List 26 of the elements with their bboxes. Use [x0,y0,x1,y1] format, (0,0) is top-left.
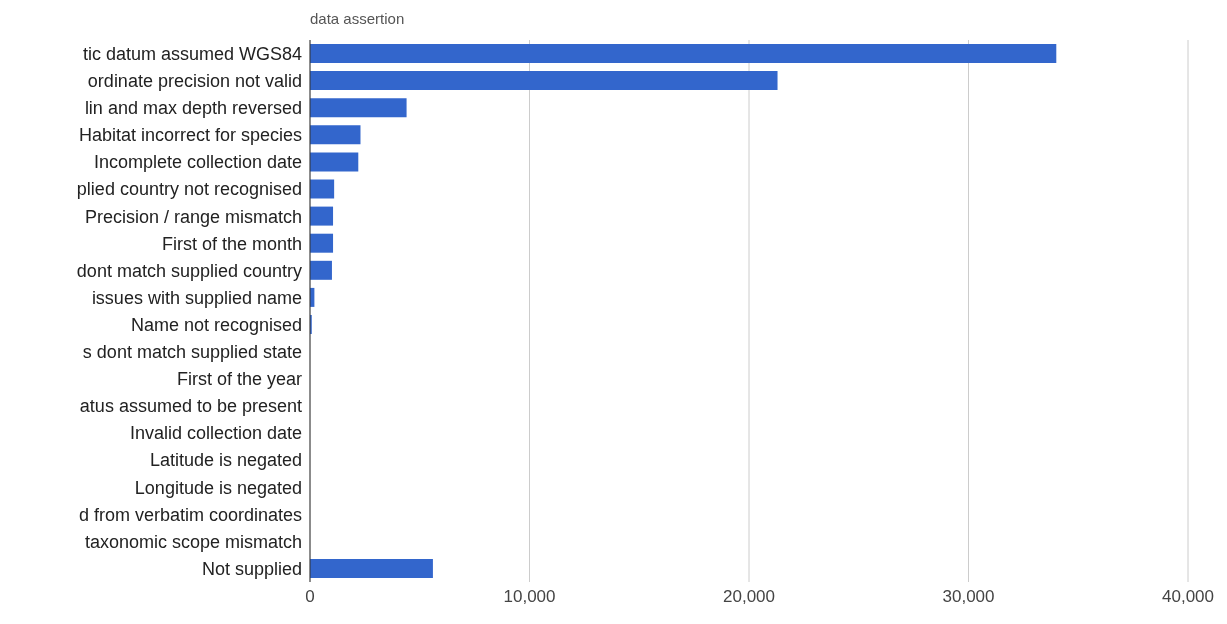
y-tick-label: issues with supplied name [91,287,302,308]
y-tick-label: lin and max depth reversed [84,98,302,119]
y-tick-label: Latitude is negated [149,450,302,471]
y-tick-label: dont match supplied country [76,260,302,281]
y-tick-label: Not supplied [201,558,302,579]
y-tick-label: atus assumed to be present [79,396,302,417]
x-tick-label: 10,000 [503,587,556,607]
y-tick-label: taxonomic scope mismatch [84,531,302,552]
y-tick-label: ordinate precision not valid [87,71,302,92]
x-tick-label: 0 [305,587,315,607]
y-tick-label: tic datum assumed WGS84 [82,43,302,64]
y-tick-label: Habitat incorrect for species [78,125,302,146]
y-tick-label: plied country not recognised [76,179,302,200]
x-tick-label: 30,000 [942,587,995,607]
y-tick-label: s dont match supplied state [82,342,302,363]
chart-title: data assertion [310,10,405,27]
y-tick-label: Precision / range mismatch [84,206,302,227]
x-tick-label: 40,000 [1162,587,1214,607]
y-tick-label: Invalid collection date [129,423,302,444]
y-tick-label: Incomplete collection date [93,152,302,173]
y-tick-label: First of the year [176,369,302,390]
y-tick-label: First of the month [161,233,302,254]
y-tick-label: Name not recognised [130,314,302,335]
x-tick-label: 20,000 [723,587,775,607]
y-tick-label: d from verbatim coordinates [78,504,302,525]
y-tick-label: Longitude is negated [134,477,302,498]
